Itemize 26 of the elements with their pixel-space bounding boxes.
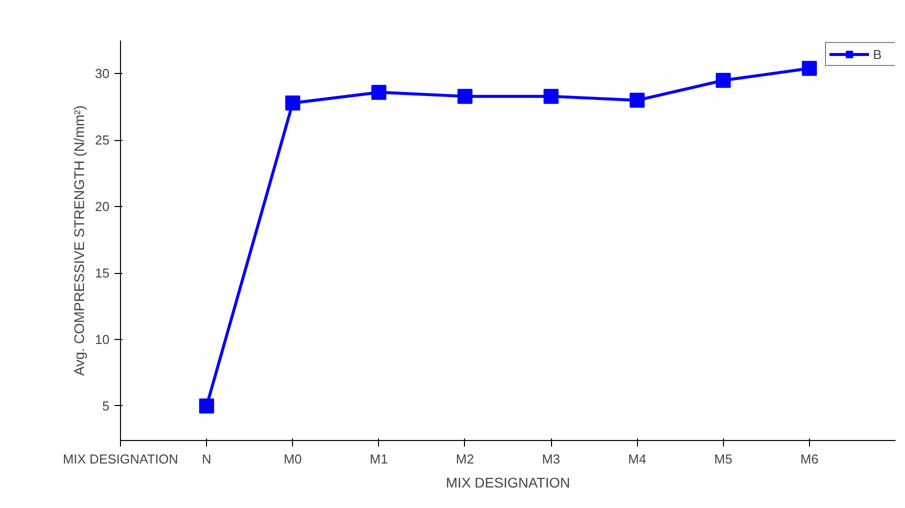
point	[802, 60, 817, 76]
x-axis-title: MIX DESIGNATION	[446, 474, 570, 490]
x-tick-label: M6	[800, 452, 818, 466]
x-tick-label: N	[202, 452, 212, 466]
legend-label: B	[873, 46, 883, 62]
x-tick-label: MIX DESIGNATION	[62, 452, 178, 466]
x-tick-label: M5	[714, 452, 732, 466]
x-tick-label: M3	[542, 452, 560, 466]
x-tick-label: M4	[628, 452, 646, 466]
y-axis-title: Avg. COMPRESSIVE STRENGTH (N/mm²)	[71, 105, 88, 376]
point	[457, 88, 472, 104]
y-tick-label: 5	[102, 398, 110, 414]
y-tick-label: 30	[95, 66, 110, 82]
x-tick-label: M2	[456, 452, 474, 466]
point	[716, 72, 731, 88]
y-tick-label: 25	[95, 132, 110, 148]
y-tick-label: 10	[95, 332, 110, 348]
y-tick-label: 15	[95, 266, 110, 281]
point	[285, 95, 300, 110]
x-tick-label: M0	[284, 452, 302, 466]
point	[199, 398, 214, 414]
point	[544, 88, 559, 104]
point	[630, 92, 645, 108]
y-tick-label: 20	[95, 199, 110, 214]
x-tick-label: M1	[370, 452, 388, 466]
point	[371, 84, 386, 100]
